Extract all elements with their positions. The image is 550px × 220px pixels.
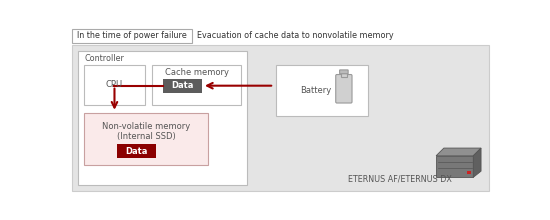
Text: ETERNUS AF/ETERNUS DX: ETERNUS AF/ETERNUS DX [348,174,452,183]
Text: Controller: Controller [84,54,124,63]
FancyBboxPatch shape [84,65,145,105]
FancyBboxPatch shape [339,70,348,74]
Text: Data: Data [172,81,194,90]
Text: Data: Data [125,147,147,156]
FancyBboxPatch shape [84,113,208,165]
FancyBboxPatch shape [163,79,202,93]
FancyBboxPatch shape [117,144,156,158]
FancyBboxPatch shape [277,65,368,116]
Text: Cache memory: Cache memory [164,68,229,77]
FancyBboxPatch shape [72,45,489,191]
Text: Battery: Battery [300,86,331,95]
FancyBboxPatch shape [152,65,241,105]
Polygon shape [436,156,474,177]
FancyBboxPatch shape [341,73,347,77]
Polygon shape [474,148,481,177]
Text: Evacuation of cache data to nonvolatile memory: Evacuation of cache data to nonvolatile … [197,31,393,40]
FancyBboxPatch shape [72,29,192,43]
Text: CPU: CPU [106,81,123,89]
Text: (Internal SSD): (Internal SSD) [117,132,175,141]
FancyBboxPatch shape [78,51,247,185]
FancyBboxPatch shape [467,171,471,174]
FancyBboxPatch shape [336,75,352,103]
Polygon shape [436,148,481,156]
Text: In the time of power failure: In the time of power failure [76,31,186,40]
Text: Non-volatile memory: Non-volatile memory [102,122,190,131]
